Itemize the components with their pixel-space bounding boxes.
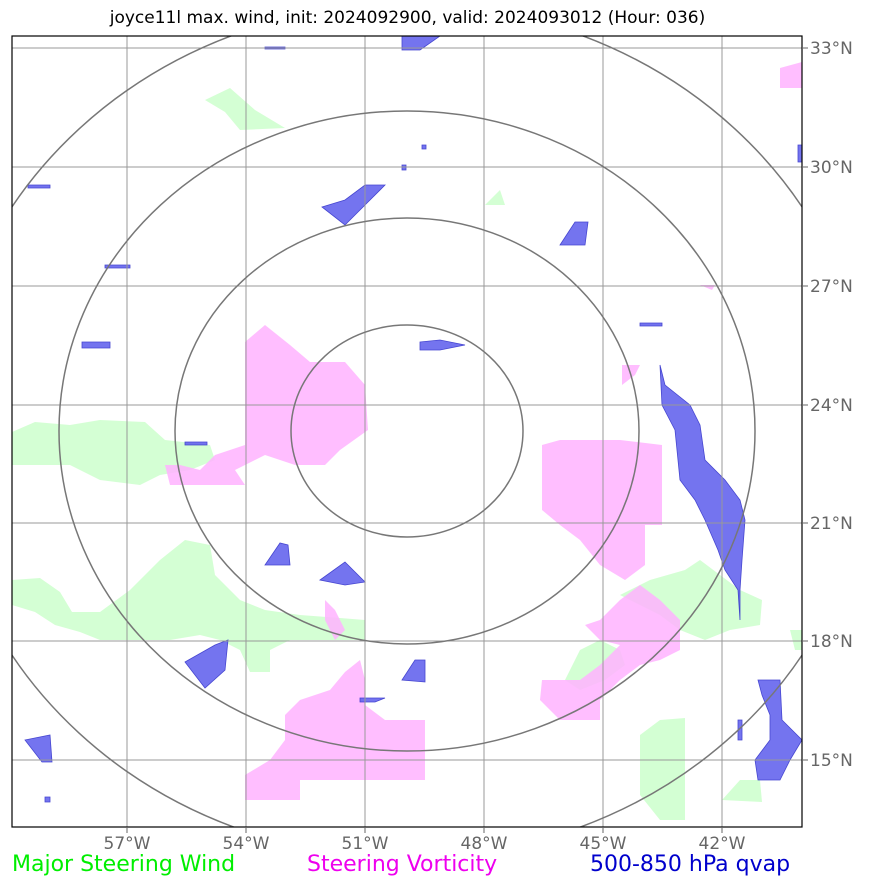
lat-label: 15°N [810,751,853,771]
lat-label: 21°N [810,514,853,534]
lat-label: 24°N [810,396,853,416]
lat-label: 27°N [810,277,853,297]
steering-wind-regions [12,88,802,820]
lat-label: 18°N [810,632,853,652]
legend-steering-wind: Major Steering Wind [12,852,236,877]
map-title: joyce11l max. wind, init: 2024092900, va… [109,8,706,28]
latitude-labels: 33°N 30°N 27°N 24°N 21°N 18°N 15°N [810,39,853,771]
legend-qvap: 500-850 hPa qvap [590,852,791,877]
lon-label: 57°W [104,834,151,854]
tick-marks [126,47,808,833]
qvap-regions [24,36,802,803]
lat-label: 33°N [810,39,853,59]
lon-label: 48°W [461,834,508,854]
distance-rings [12,36,802,827]
lon-label: 45°W [580,834,627,854]
lat-label: 30°N [810,158,853,178]
lon-label: 51°W [342,834,389,854]
lon-label: 54°W [223,834,270,854]
longitude-labels: 57°W 54°W 51°W 48°W 45°W 42°W [104,834,746,854]
legend-steering-vorticity: Steering Vorticity [307,852,498,877]
plot-frame [11,35,803,828]
lon-label: 42°W [699,834,746,854]
